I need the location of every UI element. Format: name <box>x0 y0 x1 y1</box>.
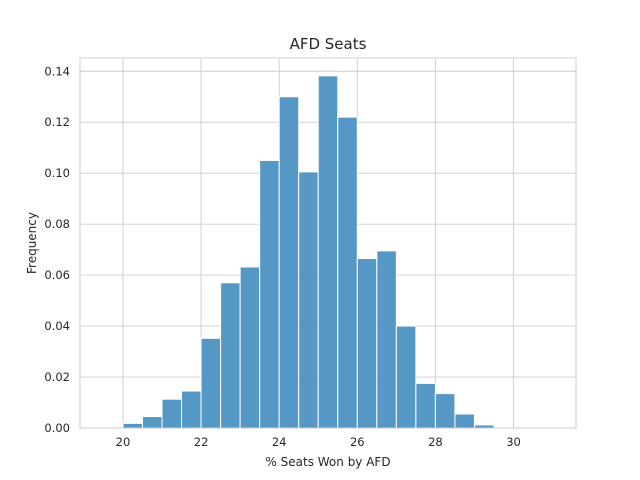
x-tick-label: 22 <box>194 435 209 449</box>
histogram-bar <box>181 390 202 429</box>
x-tick-label: 28 <box>428 435 443 449</box>
plot-frame <box>79 57 577 429</box>
y-tick-label: 0.06 <box>44 268 70 282</box>
y-tick-label: 0.14 <box>44 64 70 78</box>
y-tick-label: 0.04 <box>44 319 70 333</box>
histogram-bar <box>434 393 456 429</box>
histogram-bar <box>122 422 143 429</box>
histogram-bar <box>220 282 241 429</box>
histogram-bar <box>415 382 436 429</box>
histogram-bar <box>239 266 261 429</box>
x-tick-labels: 20 22 24 26 28 30 <box>116 435 521 449</box>
histogram-bar <box>161 398 183 429</box>
y-tick-label: 0.00 <box>44 421 70 435</box>
histogram-bar <box>278 96 300 429</box>
y-tick-label: 0.08 <box>44 217 70 231</box>
histogram-bar <box>317 75 339 429</box>
histogram-bar <box>454 413 475 429</box>
histogram-bar <box>356 258 378 429</box>
histogram-bars <box>122 75 495 429</box>
x-tick-label: 20 <box>116 435 131 449</box>
histogram-bar <box>298 171 319 429</box>
histogram-bar <box>337 116 358 429</box>
x-tick-label: 26 <box>350 435 365 449</box>
chart-title: AFD Seats <box>290 35 367 53</box>
histogram-bar <box>200 337 222 429</box>
x-axis-label: % Seats Won by AFD <box>265 455 390 469</box>
histogram-bar <box>259 159 280 429</box>
y-tick-label: 0.10 <box>44 166 70 180</box>
histogram-bar <box>395 325 417 429</box>
histogram-bar <box>141 416 163 429</box>
y-tick-label: 0.12 <box>44 115 70 129</box>
histogram-bar <box>376 250 397 429</box>
y-tick-labels: 0.00 0.02 0.04 0.06 0.08 0.10 0.12 0.14 <box>44 64 70 435</box>
y-axis-label: Frequency <box>25 212 39 274</box>
x-tick-label: 24 <box>272 435 287 449</box>
y-tick-label: 0.02 <box>44 370 70 384</box>
x-tick-label: 30 <box>506 435 521 449</box>
